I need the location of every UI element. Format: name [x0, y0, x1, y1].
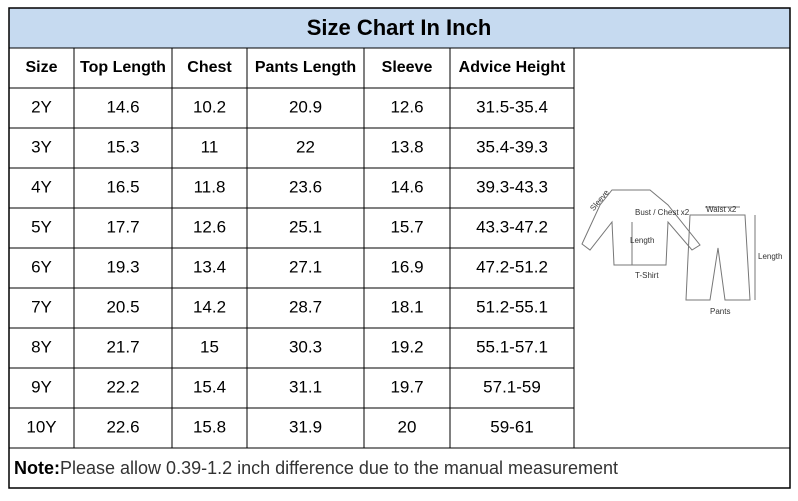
cell: 7Y: [31, 297, 52, 316]
cell: 21.7: [106, 337, 139, 356]
cell: 25.1: [289, 217, 322, 236]
cell: 13.4: [193, 257, 226, 276]
cell: 43.3-47.2: [476, 217, 548, 236]
cell: 15.8: [193, 417, 226, 436]
cell: 31.1: [289, 377, 322, 396]
column-header: Size: [25, 59, 57, 76]
cell: 16.5: [106, 177, 139, 196]
cell: 17.7: [106, 217, 139, 236]
diagram-label: Length: [758, 252, 782, 261]
cell: 12.6: [390, 97, 423, 116]
cell: 22.6: [106, 417, 139, 436]
cell: 39.3-43.3: [476, 177, 548, 196]
cell: 20.9: [289, 97, 322, 116]
cell: 14.2: [193, 297, 226, 316]
diagram-label: Waist x2: [706, 205, 737, 214]
cell: 15.4: [193, 377, 226, 396]
cell: 20.5: [106, 297, 139, 316]
column-header: Pants Length: [255, 59, 356, 76]
cell: 13.8: [390, 137, 423, 156]
cell: 30.3: [289, 337, 322, 356]
cell: 8Y: [31, 337, 52, 356]
cell: 10.2: [193, 97, 226, 116]
title: Size Chart In Inch: [307, 15, 492, 40]
cell: 4Y: [31, 177, 52, 196]
cell: 15.3: [106, 137, 139, 156]
cell: 18.1: [390, 297, 423, 316]
cell: 27.1: [289, 257, 322, 276]
diagram-label: T-Shirt: [635, 271, 659, 280]
title-bar: [9, 8, 790, 48]
diagram: Sleeve Bust / Chest x2 Length T-Shirt Wa…: [581, 188, 782, 316]
cell: 15: [200, 337, 219, 356]
cell: 28.7: [289, 297, 322, 316]
cell: 23.6: [289, 177, 322, 196]
cell: 10Y: [26, 417, 56, 436]
cell: 6Y: [31, 257, 52, 276]
cell: 14.6: [106, 97, 139, 116]
cell: 35.4-39.3: [476, 137, 548, 156]
diagram-label: Bust / Chest x2: [635, 208, 690, 217]
note-label: Note:: [14, 458, 60, 478]
cell: 59-61: [490, 417, 533, 436]
cell: 47.2-51.2: [476, 257, 548, 276]
diagram-label: Length: [630, 236, 654, 245]
cell: 11: [201, 137, 219, 156]
cell: 14.6: [390, 177, 423, 196]
column-header: Chest: [187, 59, 232, 76]
diagram-label: Pants: [710, 307, 730, 316]
cell: 16.9: [390, 257, 423, 276]
cell: 51.2-55.1: [476, 297, 548, 316]
cell: 11.8: [194, 177, 226, 196]
note: Note:Please allow 0.39-1.2 inch differen…: [14, 458, 618, 478]
cell: 57.1-59: [483, 377, 541, 396]
note-text: Please allow 0.39-1.2 inch difference du…: [60, 458, 618, 478]
column-header: Top Length: [80, 59, 166, 76]
diagram-label: Sleeve: [588, 188, 611, 213]
cell: 5Y: [31, 217, 52, 236]
cell: 9Y: [31, 377, 52, 396]
cell: 22.2: [106, 377, 139, 396]
cell: 19.2: [390, 337, 423, 356]
cell: 19.3: [106, 257, 139, 276]
cell: 22: [296, 137, 315, 156]
cell: 12.6: [193, 217, 226, 236]
cell: 31.9: [289, 417, 322, 436]
cell: 20: [398, 417, 417, 436]
cell: 15.7: [390, 217, 423, 236]
cell: 2Y: [31, 97, 52, 116]
cell: 19.7: [390, 377, 423, 396]
cell: 31.5-35.4: [476, 97, 548, 116]
column-header: Sleeve: [382, 59, 433, 76]
cell: 3Y: [31, 137, 52, 156]
cell: 55.1-57.1: [476, 337, 548, 356]
column-header: Advice Height: [459, 59, 566, 76]
